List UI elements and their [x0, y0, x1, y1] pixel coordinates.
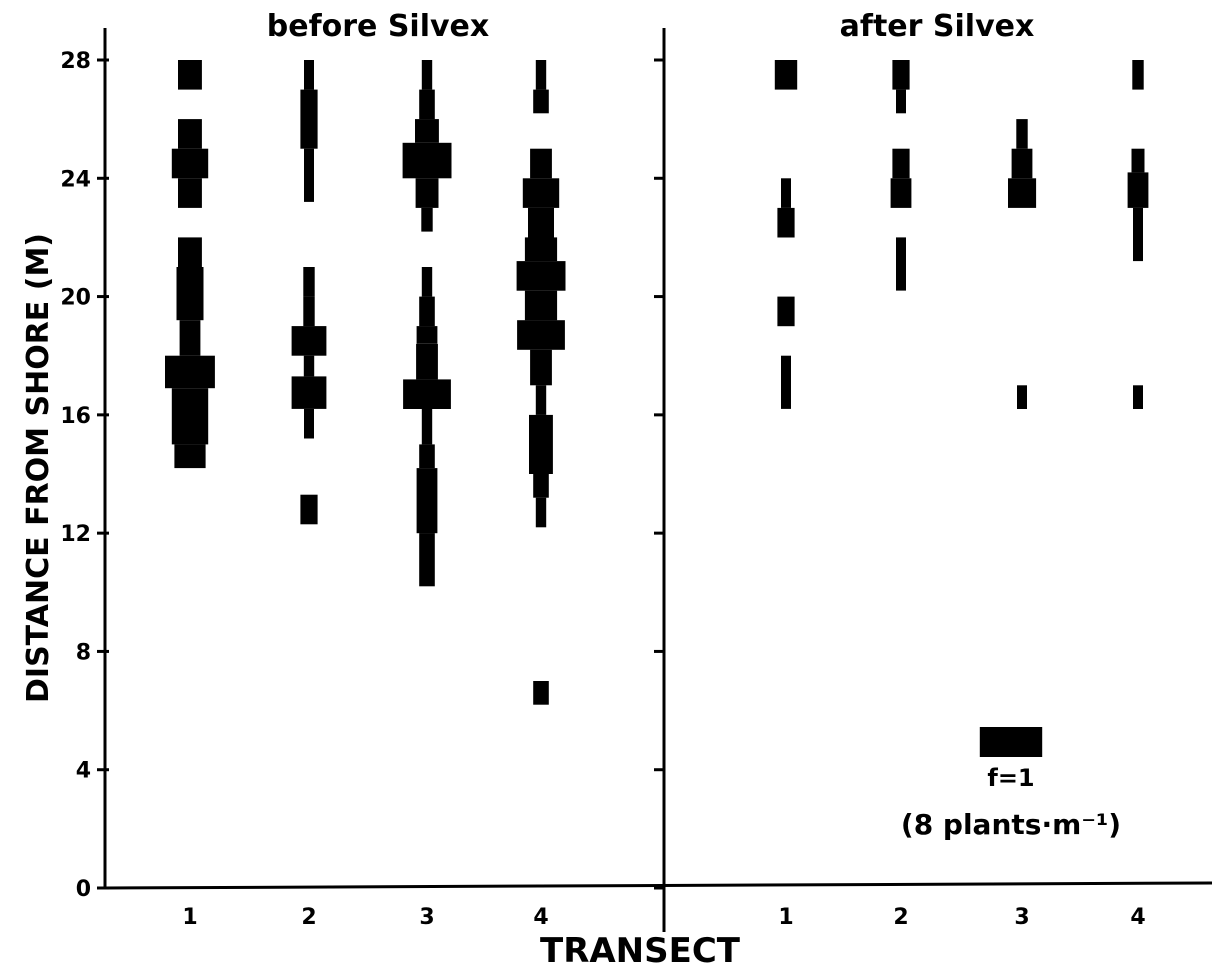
kite-bar	[178, 237, 202, 267]
kite-bar	[176, 267, 204, 321]
kite-bar	[421, 207, 433, 232]
kite-bar	[533, 681, 549, 705]
kite-bar	[781, 178, 791, 208]
x-axis-label: TRANSECT	[540, 931, 741, 971]
y-tick-label: 12	[60, 522, 91, 547]
kite-bar	[1011, 148, 1033, 179]
kite-bar	[415, 119, 439, 143]
kite-bar	[1008, 178, 1037, 208]
kite-bar	[535, 60, 547, 90]
kite-bar	[524, 237, 558, 262]
y-tick-label: 4	[76, 759, 91, 784]
kite-bar	[896, 89, 906, 114]
kite-bar	[171, 388, 209, 445]
kite-bar	[171, 148, 209, 179]
kite-bar	[777, 207, 795, 238]
kite-bar	[517, 320, 565, 350]
kite-bar	[179, 320, 201, 356]
kite-bar	[535, 385, 547, 415]
panel-title: after Silvex	[840, 9, 1035, 44]
kite-bar	[165, 355, 215, 389]
x-tick-label: 4	[1130, 905, 1145, 930]
kite-bar	[421, 408, 433, 445]
y-tick-label: 16	[60, 404, 91, 429]
kite-bar	[781, 355, 791, 409]
kite-bar	[1127, 172, 1149, 208]
kite-bar	[777, 296, 795, 327]
x-tick-label: 2	[893, 905, 908, 930]
chart-marks	[165, 60, 1149, 705]
kite-bar	[415, 178, 439, 208]
y-tick-label: 28	[60, 49, 91, 74]
kite-bar	[1133, 207, 1143, 262]
kite-bar	[522, 178, 560, 208]
axes	[97, 28, 1213, 932]
kite-bar	[890, 178, 912, 208]
kite-bar	[304, 408, 314, 439]
kite-bar	[421, 267, 433, 297]
kite-bar	[416, 468, 438, 534]
y-tick-label: 8	[76, 640, 91, 665]
kite-bar	[421, 60, 433, 90]
y-tick-label: 20	[60, 286, 91, 311]
x-tick-label: 3	[1014, 905, 1029, 930]
kite-bar	[291, 376, 327, 409]
legend-bar	[979, 727, 1043, 757]
kite-bar	[300, 494, 318, 525]
panel-title: before Silvex	[267, 9, 490, 44]
kite-bar	[419, 444, 435, 469]
kite-bar	[1133, 385, 1143, 409]
y-axis-label: DISTANCE FROM SHORE (M)	[21, 233, 56, 703]
kite-bar	[528, 207, 554, 238]
x-tick-label: 1	[778, 905, 793, 930]
kite-bar	[1016, 119, 1028, 149]
x-tick-label: 4	[533, 905, 548, 930]
legend-unit-label: (8 plants·m⁻¹)	[901, 808, 1121, 841]
kite-bar	[419, 533, 435, 587]
kite-bar	[174, 444, 206, 469]
kite-bar	[896, 237, 906, 291]
y-tick-label: 24	[60, 167, 91, 192]
kite-bar	[530, 349, 552, 386]
x-axis-line	[104, 881, 1213, 890]
kite-bar	[892, 60, 910, 90]
kite-bar	[304, 60, 314, 90]
kite-bar	[533, 89, 549, 114]
kite-bar	[535, 497, 547, 528]
kite-bar	[1017, 385, 1027, 409]
kite-bar	[524, 290, 558, 321]
kite-bar	[530, 148, 552, 179]
kite-bar	[516, 261, 566, 291]
x-tick-label: 3	[419, 905, 434, 930]
kite-bar	[1132, 60, 1144, 90]
y-tick-label: 0	[76, 877, 91, 902]
kite-bar	[303, 355, 315, 377]
kite-bar	[402, 142, 452, 179]
kite-bar	[291, 326, 327, 356]
kite-bar	[178, 60, 202, 90]
kite-bar	[178, 178, 202, 208]
kite-bar	[419, 89, 435, 120]
kite-bar	[300, 89, 318, 149]
kite-bar	[416, 326, 438, 344]
kite-bar	[303, 267, 315, 297]
kite-bar	[303, 296, 315, 327]
kite-bar	[178, 119, 202, 149]
legend: f=1 (8 plants·m⁻¹)	[901, 727, 1121, 841]
kite-bar	[529, 414, 553, 474]
kite-bar	[304, 148, 314, 202]
legend-f-label: f=1	[987, 764, 1034, 792]
kite-bar	[774, 60, 798, 90]
kite-bar	[403, 379, 451, 409]
kite-bar	[533, 474, 549, 498]
x-tick-label: 1	[182, 905, 197, 930]
kite-bar	[416, 343, 438, 380]
x-tick-label: 2	[301, 905, 316, 930]
kite-bar	[1131, 148, 1145, 173]
kite-bar	[419, 296, 435, 327]
kite-bar	[892, 148, 910, 179]
